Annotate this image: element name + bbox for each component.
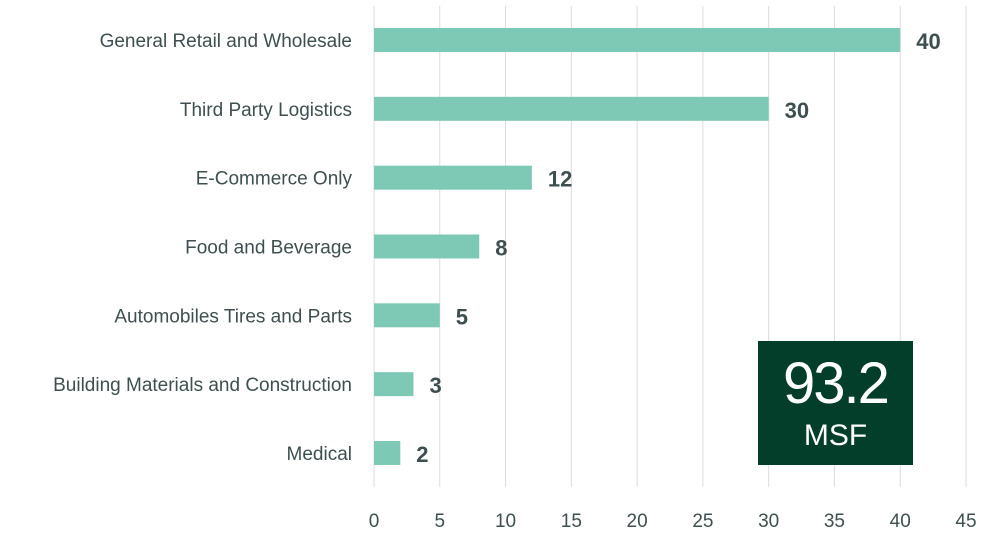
bar — [374, 303, 440, 328]
category-label: Automobiles Tires and Parts — [114, 306, 352, 327]
category-label: General Retail and Wholesale — [100, 31, 352, 52]
category-label: E-Commerce Only — [196, 169, 353, 190]
x-tick-label: 40 — [890, 511, 911, 532]
category-label: Medical — [287, 444, 352, 465]
data-label: 40 — [916, 29, 940, 54]
data-labels: 40 30 12 8 5 3 2 — [416, 29, 940, 467]
x-tick-label: 30 — [758, 511, 779, 532]
x-tick-label: 15 — [561, 511, 582, 532]
total-value: 93.2 — [783, 351, 890, 416]
x-tick-label: 45 — [955, 511, 976, 532]
x-tick-label: 20 — [627, 511, 648, 532]
bar — [374, 234, 480, 259]
bar — [374, 372, 414, 397]
bar — [374, 440, 401, 465]
x-tick-label: 5 — [434, 511, 445, 532]
bar — [374, 96, 769, 121]
data-label: 8 — [495, 235, 507, 260]
data-label: 5 — [456, 304, 468, 329]
x-tick-label: 10 — [495, 511, 516, 532]
bars — [374, 28, 901, 465]
x-axis-tick-labels: 0 5 10 15 20 25 30 35 40 45 — [369, 511, 977, 532]
data-label: 12 — [548, 167, 572, 192]
category-label: Third Party Logistics — [180, 100, 352, 121]
data-label: 30 — [785, 98, 809, 123]
category-labels: General Retail and Wholesale Third Party … — [53, 31, 352, 465]
x-tick-label: 25 — [692, 511, 713, 532]
x-tick-label: 35 — [824, 511, 845, 532]
bar — [374, 28, 901, 52]
bar — [374, 165, 532, 190]
data-label: 3 — [429, 373, 441, 398]
category-label: Food and Beverage — [185, 237, 352, 258]
x-tick-label: 0 — [369, 511, 380, 532]
total-unit: MSF — [803, 419, 868, 452]
gridlines — [373, 6, 967, 487]
category-label: Building Materials and Construction — [53, 375, 352, 396]
data-label: 2 — [416, 442, 428, 467]
total-callout: 93.2 MSF — [758, 341, 913, 465]
